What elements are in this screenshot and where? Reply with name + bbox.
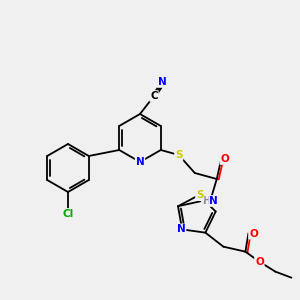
Text: Cl: Cl [62, 209, 74, 219]
Text: S: S [175, 150, 182, 160]
Text: O: O [220, 154, 229, 164]
Text: N: N [158, 77, 166, 87]
Text: O: O [249, 229, 258, 239]
Text: N: N [209, 196, 218, 206]
Text: N: N [136, 157, 144, 167]
Text: H: H [202, 196, 210, 206]
Text: S: S [196, 190, 203, 200]
Text: O: O [255, 257, 264, 267]
Text: N: N [177, 224, 185, 234]
Text: C: C [150, 91, 158, 101]
